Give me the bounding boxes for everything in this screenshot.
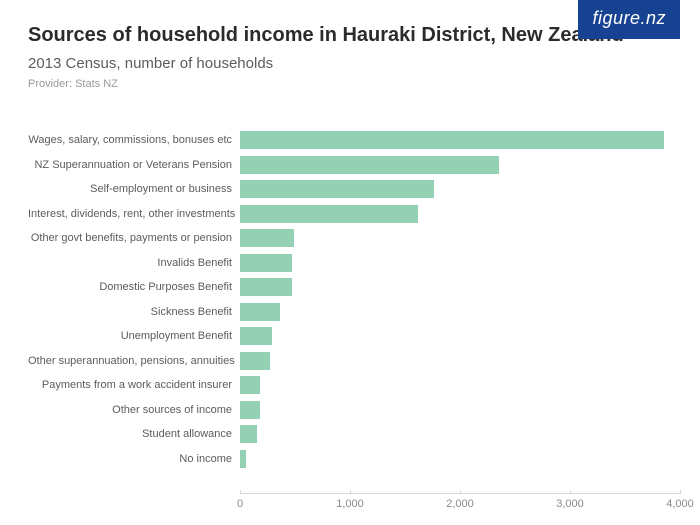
bar bbox=[240, 352, 270, 370]
bar bbox=[240, 278, 292, 296]
category-label: Wages, salary, commissions, bonuses etc bbox=[28, 134, 240, 146]
x-tick-label: 3,000 bbox=[556, 498, 584, 510]
bar bbox=[240, 254, 292, 272]
category-label: Self-employment or business bbox=[28, 183, 240, 195]
x-tick bbox=[460, 490, 461, 494]
bar bbox=[240, 376, 260, 394]
figure-nz-logo: figure.nz bbox=[578, 0, 680, 39]
category-label: Interest, dividends, rent, other investm… bbox=[28, 208, 240, 220]
category-label: No income bbox=[28, 453, 240, 465]
x-tick-label: 0 bbox=[237, 498, 243, 510]
chart-plot-area: Wages, salary, commissions, bonuses etc N… bbox=[28, 128, 680, 493]
bar-row: Sickness Benefit bbox=[28, 300, 680, 325]
bar-row: Other superannuation, pensions, annuitie… bbox=[28, 349, 680, 374]
category-label: NZ Superannuation or Veterans Pension bbox=[28, 159, 240, 171]
bar-track bbox=[240, 300, 680, 325]
bar-row: Invalids Benefit bbox=[28, 251, 680, 276]
x-tick bbox=[240, 490, 241, 494]
bar-row: Student allowance bbox=[28, 422, 680, 447]
x-axis: 01,0002,0003,0004,000 bbox=[240, 493, 680, 513]
bar-row: Unemployment Benefit bbox=[28, 324, 680, 349]
x-tick bbox=[680, 490, 681, 494]
bar-track bbox=[240, 251, 680, 276]
category-label: Student allowance bbox=[28, 428, 240, 440]
bar-row: Other govt benefits, payments or pension bbox=[28, 226, 680, 251]
bar bbox=[240, 131, 664, 149]
bar-track bbox=[240, 447, 680, 472]
bar bbox=[240, 327, 272, 345]
bar-row: Other sources of income bbox=[28, 398, 680, 423]
bar-row: No income bbox=[28, 447, 680, 472]
bar bbox=[240, 425, 257, 443]
bar-track bbox=[240, 275, 680, 300]
bar bbox=[240, 156, 499, 174]
x-tick-label: 4,000 bbox=[666, 498, 694, 510]
bar-track bbox=[240, 226, 680, 251]
bar-row: Self-employment or business bbox=[28, 177, 680, 202]
bar bbox=[240, 303, 280, 321]
bar-track bbox=[240, 398, 680, 423]
bar-row: Wages, salary, commissions, bonuses etc bbox=[28, 128, 680, 153]
chart-provider: Provider: Stats NZ bbox=[28, 78, 672, 90]
bar-track bbox=[240, 128, 680, 153]
bar-track bbox=[240, 373, 680, 398]
category-label: Other superannuation, pensions, annuitie… bbox=[28, 355, 240, 367]
bar bbox=[240, 205, 418, 223]
chart-title: Sources of household income in Hauraki D… bbox=[28, 24, 672, 47]
x-tick-label: 2,000 bbox=[446, 498, 474, 510]
bar-track bbox=[240, 177, 680, 202]
bar bbox=[240, 401, 260, 419]
bar-row: NZ Superannuation or Veterans Pension bbox=[28, 153, 680, 178]
bar-track bbox=[240, 324, 680, 349]
bar bbox=[240, 180, 434, 198]
bar bbox=[240, 450, 246, 468]
category-label: Sickness Benefit bbox=[28, 306, 240, 318]
chart-subtitle: 2013 Census, number of households bbox=[28, 55, 672, 72]
category-label: Other govt benefits, payments or pension bbox=[28, 232, 240, 244]
bar-row: Interest, dividends, rent, other investm… bbox=[28, 202, 680, 227]
category-label: Invalids Benefit bbox=[28, 257, 240, 269]
bar-track bbox=[240, 202, 680, 227]
bar-row: Payments from a work accident insurer bbox=[28, 373, 680, 398]
category-label: Payments from a work accident insurer bbox=[28, 379, 240, 391]
x-tick bbox=[570, 490, 571, 494]
category-label: Other sources of income bbox=[28, 404, 240, 416]
bar-row: Domestic Purposes Benefit bbox=[28, 275, 680, 300]
category-label: Domestic Purposes Benefit bbox=[28, 281, 240, 293]
bar-track bbox=[240, 349, 680, 374]
x-tick-label: 1,000 bbox=[336, 498, 364, 510]
bar-track bbox=[240, 422, 680, 447]
x-tick bbox=[350, 490, 351, 494]
bar-track bbox=[240, 153, 680, 178]
bar bbox=[240, 229, 294, 247]
category-label: Unemployment Benefit bbox=[28, 330, 240, 342]
